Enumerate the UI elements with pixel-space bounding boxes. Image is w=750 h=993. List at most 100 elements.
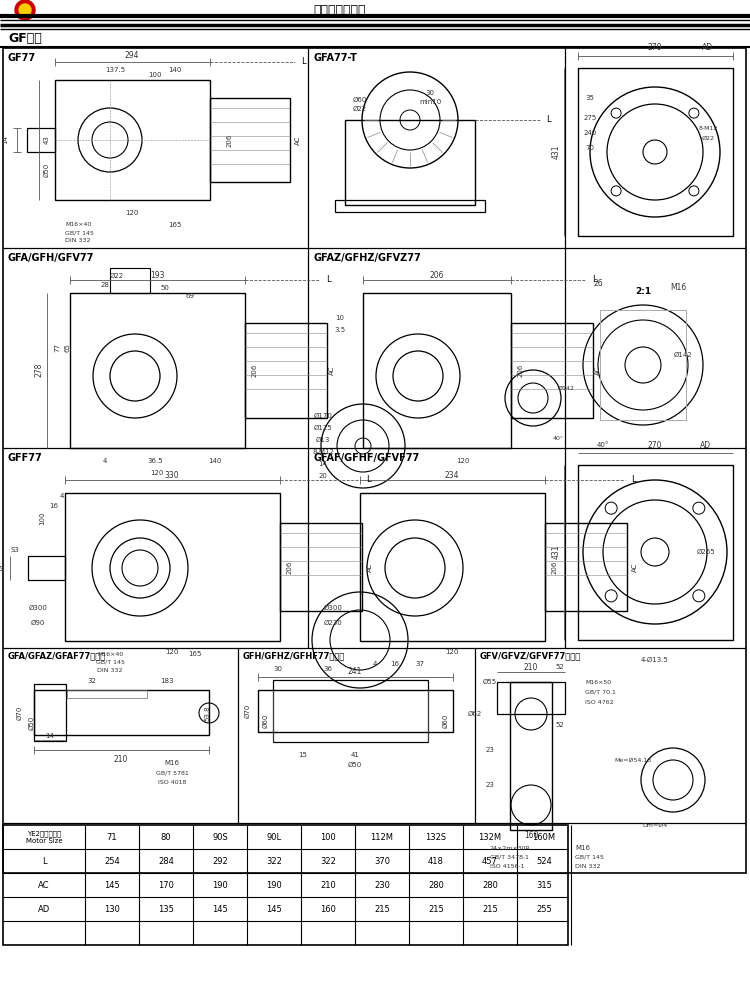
Bar <box>28 556 65 580</box>
Text: Ø50: Ø50 <box>29 716 35 730</box>
Bar <box>273 680 428 742</box>
Text: 210: 210 <box>524 662 538 671</box>
Text: 190: 190 <box>266 881 282 890</box>
Text: DIN 332: DIN 332 <box>575 864 601 869</box>
Text: 14: 14 <box>0 564 5 572</box>
Text: 36.5: 36.5 <box>147 458 163 464</box>
Text: 137.5: 137.5 <box>105 67 125 73</box>
Text: 40°: 40° <box>553 436 563 441</box>
Text: 275: 275 <box>584 115 597 121</box>
Text: 241: 241 <box>348 667 362 676</box>
Text: ISO 4156-1: ISO 4156-1 <box>490 864 524 869</box>
Text: 70: 70 <box>586 145 595 151</box>
Text: Ø142: Ø142 <box>557 385 574 390</box>
Text: M16×40: M16×40 <box>97 651 123 656</box>
Text: Ø22: Ø22 <box>110 273 124 279</box>
Text: 322: 322 <box>266 857 282 866</box>
Text: Ø13: Ø13 <box>316 437 330 443</box>
Text: Ø90: Ø90 <box>31 620 45 626</box>
Text: 270: 270 <box>648 441 662 450</box>
Text: 36: 36 <box>323 666 332 672</box>
Text: 4: 4 <box>60 493 64 499</box>
Text: Ø60: Ø60 <box>352 97 368 103</box>
Text: 77: 77 <box>54 344 60 353</box>
Text: 35: 35 <box>586 95 595 101</box>
Text: 120: 120 <box>125 210 139 216</box>
Text: 418: 418 <box>428 857 444 866</box>
Text: 28: 28 <box>100 282 109 288</box>
Text: 唯马利减速电机: 唯马利减速电机 <box>314 4 366 17</box>
Text: 71: 71 <box>106 832 117 841</box>
Text: GFAZ/GFHZ/GFVZ77: GFAZ/GFHZ/GFVZ77 <box>313 253 421 263</box>
Text: 278: 278 <box>34 362 44 377</box>
Circle shape <box>19 4 31 16</box>
Text: 26: 26 <box>593 279 603 289</box>
Text: 140: 140 <box>168 67 182 73</box>
Text: 230: 230 <box>374 881 390 890</box>
Text: 315: 315 <box>536 881 552 890</box>
Text: Ø300: Ø300 <box>323 605 343 611</box>
Bar <box>65 493 280 641</box>
Text: Ø125: Ø125 <box>314 425 332 431</box>
Bar <box>363 293 511 448</box>
Text: S3: S3 <box>10 547 20 553</box>
Bar <box>258 690 453 732</box>
Text: 4-Ø13.5: 4-Ø13.5 <box>641 657 669 663</box>
Text: Ø60: Ø60 <box>443 714 449 728</box>
Bar <box>335 200 485 212</box>
Text: 206: 206 <box>227 133 233 147</box>
Text: 23: 23 <box>485 782 494 788</box>
Text: M16×40: M16×40 <box>65 222 92 227</box>
Text: 23: 23 <box>485 747 494 753</box>
Text: AC: AC <box>38 881 50 890</box>
Text: 165: 165 <box>168 222 182 228</box>
Text: 254: 254 <box>104 857 120 866</box>
Text: 234: 234 <box>445 471 459 480</box>
Text: 15: 15 <box>298 752 307 758</box>
Text: AC: AC <box>367 562 373 572</box>
Text: 160: 160 <box>524 830 538 839</box>
Text: 40°: 40° <box>597 442 609 448</box>
Text: 330: 330 <box>165 471 179 480</box>
Text: 16: 16 <box>50 503 58 509</box>
Text: GB/T 5781: GB/T 5781 <box>156 771 188 776</box>
Text: Ø22: Ø22 <box>353 106 367 112</box>
Bar <box>34 684 66 741</box>
Text: 292: 292 <box>212 857 228 866</box>
Text: 4: 4 <box>373 661 377 667</box>
Text: 183: 183 <box>160 678 174 684</box>
Text: 130: 130 <box>104 905 120 914</box>
Bar <box>67 690 147 698</box>
Text: 210: 210 <box>320 881 336 890</box>
Text: AC: AC <box>295 135 301 145</box>
Bar <box>510 682 552 830</box>
Text: 8-M12: 8-M12 <box>698 125 718 130</box>
Text: 132S: 132S <box>425 832 446 841</box>
Text: 52: 52 <box>556 664 564 670</box>
Text: GFF77: GFF77 <box>8 453 43 463</box>
Text: 10: 10 <box>335 315 344 321</box>
Text: 160M: 160M <box>532 832 556 841</box>
Text: 4: 4 <box>103 458 107 464</box>
Text: DIN 332: DIN 332 <box>65 238 91 243</box>
Text: AD: AD <box>38 905 50 914</box>
Bar <box>600 310 686 420</box>
Text: ISO 4018: ISO 4018 <box>158 780 186 785</box>
Text: 100: 100 <box>39 511 45 524</box>
Text: Me=Ø54.13: Me=Ø54.13 <box>614 758 652 763</box>
Bar <box>34 690 209 735</box>
Text: 215: 215 <box>482 905 498 914</box>
Text: 280: 280 <box>482 881 498 890</box>
Bar <box>55 80 210 200</box>
Text: Ø265: Ø265 <box>697 549 715 555</box>
Text: 53.8: 53.8 <box>204 705 210 721</box>
Text: GB/T 145: GB/T 145 <box>95 659 124 664</box>
Text: 14: 14 <box>319 461 328 467</box>
Text: 206: 206 <box>430 270 444 279</box>
Text: 100: 100 <box>320 832 336 841</box>
Text: 24×2m×30R: 24×2m×30R <box>490 845 531 850</box>
Text: L: L <box>366 476 370 485</box>
Text: Ø70: Ø70 <box>245 704 251 718</box>
Text: 100: 100 <box>148 72 162 78</box>
Text: GFA/GFAZ/GFAF77输出轴: GFA/GFAZ/GFAF77输出轴 <box>8 651 106 660</box>
